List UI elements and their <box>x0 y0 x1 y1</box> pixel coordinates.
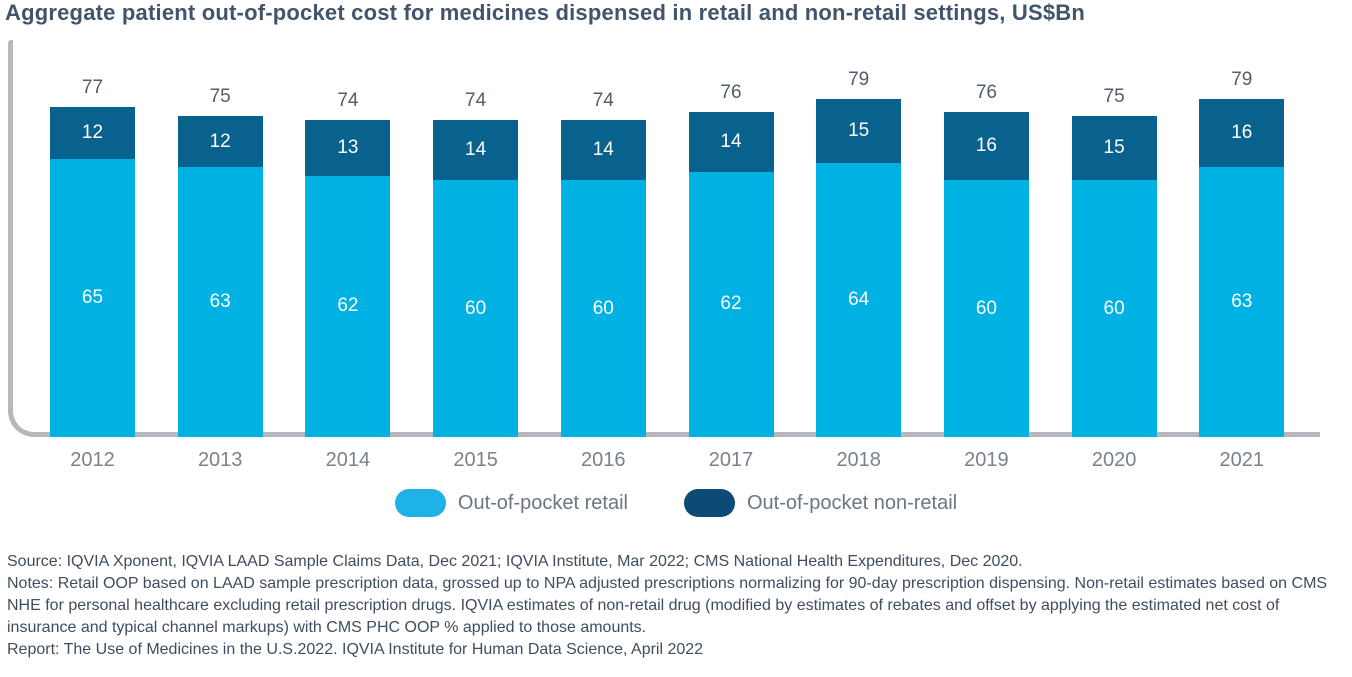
segment-value-label: 16 <box>1231 122 1253 144</box>
bar-group-2012: 77 12 65 <box>50 77 135 437</box>
bar-segment-non-retail: 16 <box>1199 98 1285 168</box>
segment-value-label: 14 <box>720 130 742 152</box>
segment-value-label: 60 <box>465 297 487 319</box>
x-axis-label-2015: 2015 <box>453 449 498 471</box>
x-axis-label-2019: 2019 <box>964 449 1009 471</box>
x-axis-label-2016: 2016 <box>581 449 626 471</box>
bar-segment-non-retail: 14 <box>560 120 646 181</box>
bar-segment-retail: 62 <box>688 171 774 437</box>
bar-total-label: 75 <box>209 86 231 107</box>
legend-label-non-retail: Out-of-pocket non-retail <box>746 491 958 514</box>
bar-segment-retail: 63 <box>177 167 263 437</box>
bar-segment-non-retail: 15 <box>1071 116 1157 181</box>
segment-value-label: 65 <box>81 286 104 308</box>
source-note: Source: IQVIA Xponent, IQVIA LAAD Sample… <box>7 553 1023 570</box>
segment-value-label: 63 <box>1231 291 1253 313</box>
bar-total-label: 76 <box>975 81 997 103</box>
segment-value-label: 16 <box>975 134 997 156</box>
bar-group-2017: 76 14 62 <box>688 82 774 437</box>
segment-value-label: 15 <box>848 119 870 141</box>
bar-segment-non-retail: 12 <box>177 116 263 168</box>
bar-total-label: 74 <box>592 90 614 112</box>
x-axis-label-2017: 2017 <box>708 449 754 471</box>
bar-segment-retail: 60 <box>1071 180 1157 437</box>
x-axis-label-2012: 2012 <box>70 449 115 471</box>
bar-segment-retail: 63 <box>1199 167 1285 437</box>
bar-total-label: 79 <box>848 68 870 90</box>
bar-total-label: 74 <box>465 90 487 112</box>
bar-segment-retail: 65 <box>50 158 135 437</box>
bar-segment-non-retail: 13 <box>305 120 391 176</box>
segment-value-label: 64 <box>848 289 870 311</box>
bar-group-2014: 74 13 62 <box>305 90 391 437</box>
methodology-note: Notes: Retail OOP based on LAAD sample p… <box>7 575 1328 636</box>
chart-legend: Out-of-pocket retail Out-of-pocket non-r… <box>0 489 1352 517</box>
bar-total-label: 75 <box>1103 86 1125 107</box>
report-note: Report: The Use of Medicines in the U.S.… <box>7 641 704 658</box>
retail-swatch-icon <box>394 489 446 517</box>
bar-segment-non-retail: 14 <box>688 111 774 172</box>
bar-group-2021: 79 16 63 <box>1199 69 1285 437</box>
segment-value-label: 13 <box>337 137 359 159</box>
bar-segment-non-retail: 12 <box>50 107 135 159</box>
bar-segment-retail: 62 <box>305 175 391 437</box>
bar-total-label: 74 <box>337 90 359 112</box>
segment-value-label: 15 <box>1103 137 1125 159</box>
x-axis-label-2014: 2014 <box>325 449 371 471</box>
bar-segment-non-retail: 16 <box>943 111 1029 181</box>
segment-value-label: 60 <box>592 297 614 319</box>
bar-segment-non-retail: 14 <box>433 120 519 181</box>
bar-total-label: 77 <box>81 77 104 99</box>
segment-value-label: 12 <box>81 122 104 144</box>
x-axis-label-2018: 2018 <box>836 449 881 471</box>
plot-area: 77 12 65 75 12 63 74 13 62 74 14 60 74 14 60 76 14 62 79 15… <box>0 40 1352 437</box>
segment-value-label: 62 <box>720 293 742 315</box>
bar-group-2016: 74 14 60 <box>560 90 646 437</box>
x-axis-label-2020: 2020 <box>1091 449 1137 471</box>
bar-segment-retail: 64 <box>816 163 902 437</box>
bar-group-2020: 75 15 60 <box>1071 86 1157 437</box>
footnotes: Source: IQVIA Xponent, IQVIA LAAD Sample… <box>7 551 1345 661</box>
legend-label-retail: Out-of-pocket retail <box>457 491 628 514</box>
segment-value-label: 12 <box>209 130 231 152</box>
x-axis-label-2013: 2013 <box>197 449 243 471</box>
bar-group-2018: 79 15 64 <box>816 69 902 437</box>
bar-total-label: 76 <box>720 81 742 103</box>
chart-title: Aggregate patient out-of-pocket cost for… <box>5 0 1086 25</box>
bar-segment-retail: 60 <box>433 180 519 437</box>
segment-value-label: 63 <box>209 291 231 313</box>
bar-group-2013: 75 12 63 <box>177 86 263 437</box>
bar-group-2015: 74 14 60 <box>433 90 519 437</box>
bar-segment-non-retail: 15 <box>816 98 902 164</box>
chart-axis <box>8 40 1320 437</box>
segment-value-label: 14 <box>592 139 614 161</box>
x-axis-label-2021: 2021 <box>1219 449 1265 471</box>
segment-value-label: 62 <box>337 295 359 317</box>
legend-item-non-retail: Out-of-pocket non-retail <box>683 489 958 517</box>
bar-segment-retail: 60 <box>943 180 1029 437</box>
bar-segment-retail: 60 <box>560 180 646 437</box>
bar-group-2019: 76 16 60 <box>943 82 1029 437</box>
segment-value-label: 60 <box>1103 297 1125 319</box>
non-retail-swatch-icon <box>683 489 735 517</box>
segment-value-label: 60 <box>975 297 997 319</box>
stacked-bar-chart: 77 12 65 75 12 63 74 13 62 74 14 60 74 14 60 76 14 62 79 15… <box>0 40 1352 480</box>
bar-total-label: 79 <box>1231 68 1253 90</box>
legend-item-retail: Out-of-pocket retail <box>394 489 628 517</box>
segment-value-label: 14 <box>465 139 487 161</box>
